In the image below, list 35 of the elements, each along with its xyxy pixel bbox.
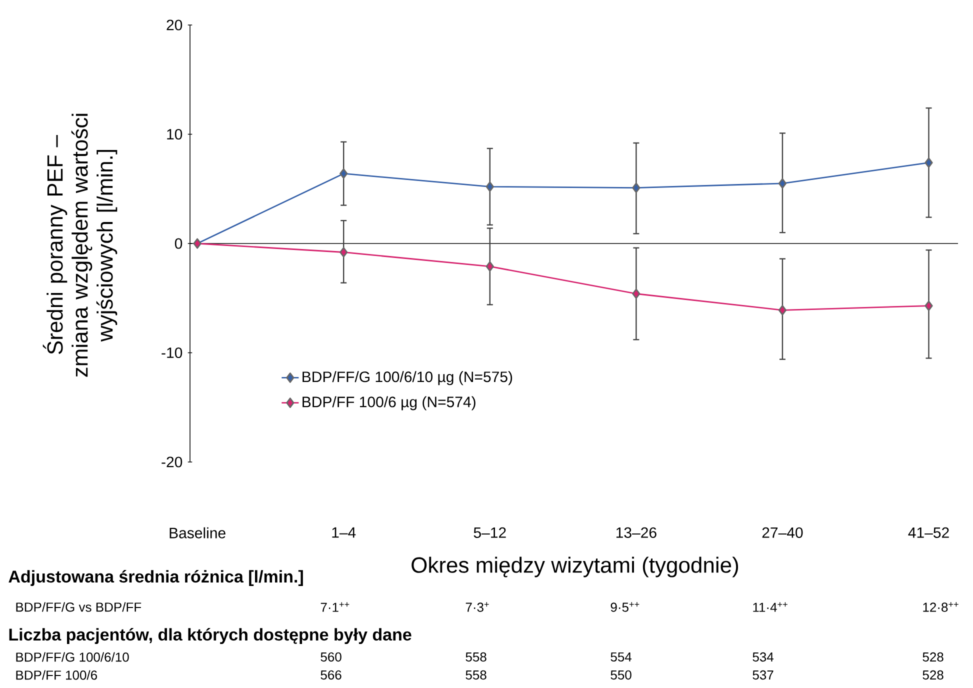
text: 528 <box>922 670 944 680</box>
y-axis-title: Średni poranny PEF – zmiana względem wartości wyjściowych [l/min.] <box>42 114 118 377</box>
text: 7·3$^{+}$ <box>466 602 489 612</box>
y-tick-label: 10 <box>167 128 182 140</box>
legend-label: BDP/FF/G 100/6/10 µg (N=575) <box>302 371 512 386</box>
text: BDP/FF/G vs BDP/FF <box>16 602 142 612</box>
text: 566 <box>320 670 342 680</box>
x-tick-label: 1–4 <box>332 527 356 538</box>
y-tick-label: 0 <box>174 238 182 249</box>
x-tick-label: 41–52 <box>908 527 949 538</box>
text: 558 <box>466 670 486 680</box>
text: 534 <box>752 652 774 662</box>
text: Adjustowana średnia różnica [l/min.] <box>8 570 303 586</box>
text: BDP/FF/G 100/6/10 <box>16 652 129 662</box>
text: 558 <box>466 652 486 662</box>
y-tick-label: -10 <box>162 347 182 358</box>
text: Liczba pacjentów, dla których dostępne były dane <box>9 628 412 644</box>
text: 537 <box>752 670 774 680</box>
text: 7·1$^{++}$ <box>320 602 350 612</box>
x-tick-label: 5–12 <box>474 527 506 538</box>
x-tick-label: 13–26 <box>616 527 656 538</box>
x-tick-label: Baseline <box>170 527 226 538</box>
text: 560 <box>320 652 342 662</box>
text: 11·4$^{++}$ <box>753 602 788 612</box>
text: 554 <box>610 652 632 662</box>
text: 528 <box>922 652 944 662</box>
text: 9·5$^{++}$ <box>610 602 640 612</box>
x-tick-label: 27–40 <box>762 527 803 538</box>
text: 550 <box>610 670 632 680</box>
x-axis-title: Okres między wizytami (tygodnie) <box>412 556 738 578</box>
text: BDP/FF 100/6 <box>16 670 97 680</box>
text: 12·8$^{++}$ <box>923 602 958 612</box>
y-tick-label: -20 <box>162 456 182 468</box>
legend-label: BDP/FF 100/6 µg (N=574) <box>302 396 476 410</box>
y-tick-label: 20 <box>166 20 182 30</box>
